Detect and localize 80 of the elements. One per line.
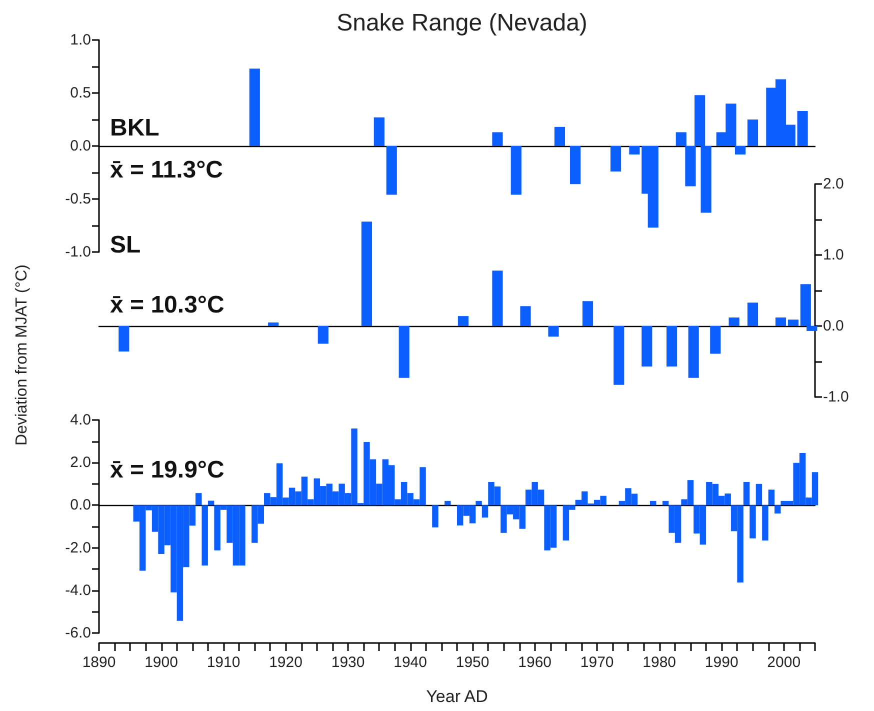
bar (650, 500, 656, 506)
bar (774, 505, 781, 514)
y-tick-label: 1.0 (70, 32, 91, 48)
bar (582, 301, 594, 326)
bar (268, 322, 279, 326)
bar (398, 326, 410, 378)
bar (318, 326, 328, 344)
x-tick-label: 1940 (394, 654, 427, 671)
bar (710, 326, 721, 354)
y-tick-label: -1.0 (823, 388, 849, 406)
x-tick-label: 2000 (767, 654, 801, 671)
y-tick-label: 0.5 (70, 84, 91, 102)
annotation: x̄ = 11.3°C (110, 156, 224, 184)
bar (554, 126, 566, 146)
bar (688, 326, 699, 378)
annotation: BKL (110, 114, 160, 142)
bar (747, 302, 758, 326)
bar (775, 317, 786, 326)
bar (520, 306, 531, 326)
x-tick-label: 1990 (704, 654, 738, 671)
bar (432, 505, 438, 528)
annotation: SL (110, 232, 141, 258)
y-axis-title: Deviation from MJAT (°C) (14, 264, 30, 446)
y-tick-label: 4.0 (70, 412, 91, 428)
bar (797, 111, 808, 146)
bar (762, 505, 768, 541)
bar (728, 317, 740, 326)
bar (743, 482, 750, 506)
bar (202, 505, 208, 566)
bar (750, 505, 756, 538)
y-tick-label: -1.0 (65, 244, 91, 260)
bar (510, 146, 522, 195)
bar (756, 484, 762, 506)
bar (444, 500, 451, 506)
x-axis-title: Year AD (426, 687, 488, 706)
bar (476, 500, 482, 506)
x-tick-label: 1900 (144, 654, 178, 671)
y-tick-label: 2.0 (70, 454, 91, 472)
bar (386, 146, 397, 195)
y-tick-label: 0.0 (70, 496, 91, 514)
bar (768, 490, 775, 506)
bar (570, 146, 581, 184)
y-tick-label: 0.0 (70, 138, 91, 154)
bar (610, 146, 622, 172)
x-tick-label: 1960 (518, 654, 552, 671)
annotation: x̄ = 19.9°C (110, 456, 224, 484)
bar (548, 326, 559, 337)
y-tick-label: 1.0 (823, 246, 844, 264)
x-tick-label: 1910 (206, 654, 240, 671)
bar (196, 493, 202, 506)
bar (249, 68, 260, 146)
y-tick-label: -0.5 (65, 190, 91, 208)
bar (361, 222, 372, 326)
bar (118, 326, 130, 352)
y-tick-label: -6.0 (65, 624, 91, 642)
x-tick-label: 1930 (331, 654, 365, 671)
y-tick-label: 2.0 (823, 176, 844, 192)
y-tick-label: -4.0 (65, 582, 91, 599)
annotation: x̄ = 10.3°C (110, 292, 224, 318)
bar (662, 500, 669, 506)
bar (492, 270, 503, 326)
x-tick-label: 1980 (642, 654, 676, 671)
bar (666, 326, 678, 366)
bar (642, 326, 652, 366)
bar (629, 146, 640, 154)
bar (374, 117, 384, 146)
bar (482, 505, 488, 518)
bar (614, 326, 624, 385)
y-tick-label: -2.0 (65, 539, 91, 556)
chart-title: Snake Range (Nevada) (336, 10, 588, 36)
x-tick-label: 1970 (580, 654, 614, 671)
x-tick-label: 1920 (269, 654, 302, 671)
x-tick-label: 1950 (456, 654, 490, 671)
bar (208, 500, 214, 506)
x-tick-label: 1890 (82, 654, 116, 671)
bar (492, 132, 503, 146)
y-tick-label: 0.0 (823, 318, 844, 334)
bar (458, 316, 469, 326)
bar (788, 320, 798, 326)
bar (747, 120, 758, 146)
